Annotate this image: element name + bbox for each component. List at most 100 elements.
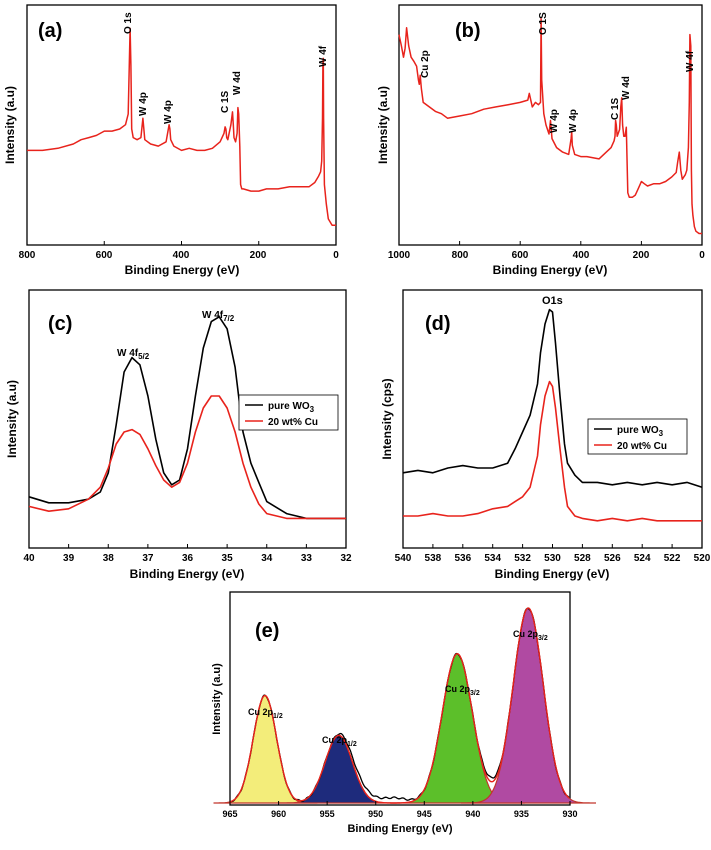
- panel-b-x-axis-label: Binding Energy (eV): [493, 263, 608, 277]
- panel-d-series-pure-wo3: [402, 308, 703, 488]
- peak-label-cu2p12: Cu 2p1/2: [248, 707, 283, 720]
- x-tick-label: 950: [368, 809, 383, 819]
- panel-b-y-axis-label: Intensity (a.u): [376, 86, 390, 164]
- x-tick-label: 930: [562, 809, 577, 819]
- panel-b-frame: [398, 4, 703, 246]
- x-tick-label: 200: [633, 250, 650, 261]
- peak-label-main: Cu 2p: [513, 629, 539, 639]
- x-tick-label: 35: [222, 553, 234, 564]
- panel-e-peak-labels: Cu 2p1/2 Cu 2p1/2 Cu 2p3/2 Cu 2p3/2: [248, 629, 548, 748]
- panel-c-peak-label-w4f72: W 4f7/2: [202, 310, 235, 323]
- panel-c-x-axis-label: Binding Energy (eV): [130, 567, 245, 581]
- legend-label-main: pure WO: [268, 401, 310, 412]
- x-tick-label: 400: [573, 250, 590, 261]
- panel-b-x-tick-labels: 1000 800 600 400 200 0: [388, 250, 705, 261]
- x-tick-label: 935: [514, 809, 529, 819]
- x-tick-label: 536: [454, 553, 471, 564]
- panel-b: (b) 1000 800 600 400 200 0 Binding Energ…: [376, 4, 705, 277]
- panel-d-legend: pure WO3 20 wt% Cu: [587, 418, 688, 455]
- x-tick-label: 600: [96, 250, 113, 261]
- panel-e-y-axis-label: Intensity (a.u): [211, 663, 223, 735]
- panel-b-tick-marks: [398, 241, 703, 245]
- x-tick-label: 528: [574, 553, 591, 564]
- x-tick-label: 800: [19, 250, 36, 261]
- x-tick-label: 39: [63, 553, 75, 564]
- panel-d-x-tick-labels: 540 538 536 534 532 530 528 526 524 522 …: [395, 553, 711, 564]
- peak-label-cu2p32: Cu 2p3/2: [445, 684, 480, 697]
- legend-label-20wt-cu: 20 wt% Cu: [268, 417, 318, 428]
- panel-e-label: (e): [255, 620, 279, 642]
- peak-label-subscript: 1/2: [273, 713, 283, 720]
- panel-d-peak-label-o1s: O1s: [542, 295, 563, 307]
- x-tick-label: 38: [103, 553, 115, 564]
- x-tick-label: 200: [250, 250, 267, 261]
- panel-b-peak-labels: Cu 2p O 1S W 4p W 4p C 1S W 4d W 4f: [420, 12, 696, 133]
- x-tick-label: 534: [484, 553, 501, 564]
- fitted-peak-area: [278, 734, 400, 804]
- panel-e-x-axis-label: Binding Energy (eV): [347, 823, 452, 835]
- panel-a-spectrum-line: [27, 27, 336, 227]
- x-tick-label: 37: [142, 553, 154, 564]
- x-tick-label: 0: [699, 250, 705, 261]
- peak-label-c1s: C 1S: [610, 97, 621, 120]
- panel-a-frame: [26, 4, 337, 246]
- x-tick-label: 940: [465, 809, 480, 819]
- x-tick-label: 33: [301, 553, 313, 564]
- peak-label-main: W 4f: [117, 348, 139, 359]
- x-tick-label: 965: [222, 809, 237, 819]
- panel-e: (e) 965 960 955 950 945 940 935 930 Bind…: [211, 591, 596, 835]
- panel-b-spectrum-line: [398, 18, 702, 235]
- x-tick-label: 945: [417, 809, 432, 819]
- panel-d: (d) 540 538 536 534 532 530 528 526 524 …: [380, 289, 711, 581]
- panel-e-x-tick-labels: 965 960 955 950 945 940 935 930: [222, 809, 577, 819]
- peak-label-w4p: W 4p: [568, 109, 579, 133]
- peak-label-cu2p12: Cu 2p1/2: [322, 735, 357, 748]
- panel-a-label: (a): [38, 20, 62, 42]
- panel-c-x-tick-labels: 40 39 38 37 36 35 34 33 32: [23, 553, 352, 564]
- legend-label-20wt-cu: 20 wt% Cu: [617, 441, 667, 452]
- peak-label-subscript: 3/2: [538, 635, 548, 642]
- x-tick-label: 40: [23, 553, 35, 564]
- panel-a-peak-labels: O 1s W 4p W 4p C 1S W 4d W 4f: [123, 12, 329, 124]
- peak-label-c1s: C 1S: [220, 90, 231, 113]
- panel-b-label: (b): [455, 20, 481, 42]
- x-tick-label: 36: [182, 553, 194, 564]
- peak-label-subscript: 7/2: [223, 314, 235, 323]
- panel-d-series-20wt-cu: [403, 380, 702, 522]
- legend-box: [587, 418, 688, 455]
- peak-label-w4d: W 4d: [621, 76, 632, 100]
- peak-label-cu2p32: Cu 2p3/2: [513, 629, 548, 642]
- panel-c-y-axis-label: Intensity (a.u): [5, 380, 19, 458]
- peak-label-subscript: 1/2: [347, 741, 357, 748]
- panel-c-peak-label-w4f52: W 4f5/2: [117, 348, 150, 361]
- peak-label-main: Cu 2p: [248, 707, 274, 717]
- panel-e-fit-envelope: [229, 607, 570, 804]
- x-tick-label: 800: [452, 250, 469, 261]
- peak-label-main: W 4f: [202, 310, 224, 321]
- panel-d-tick-marks: [402, 544, 703, 548]
- peak-label-o1s: O 1S: [538, 12, 549, 35]
- peak-label-w4f: W 4f: [318, 45, 329, 67]
- legend-label-pure-wo3: pure WO3: [617, 425, 664, 438]
- x-tick-label: 1000: [388, 250, 411, 261]
- x-tick-label: 34: [261, 553, 273, 564]
- peak-label-w4f: W 4f: [685, 50, 696, 72]
- peak-label-w4p: W 4p: [138, 92, 149, 116]
- peak-label-w4d: W 4d: [232, 71, 243, 95]
- panel-e-frame: [229, 591, 571, 806]
- legend-label-pure-wo3: pure WO3: [268, 401, 315, 414]
- panel-c-tick-marks: [28, 544, 347, 548]
- panel-c: (c) 40 39 38 37 36 35 34 33 32 Binding E…: [5, 289, 352, 581]
- peak-label-w4p: W 4p: [549, 109, 560, 133]
- x-tick-label: 532: [514, 553, 531, 564]
- panel-a-tick-marks: [26, 241, 337, 245]
- panel-c-series-20wt-cu: [28, 395, 346, 520]
- panel-c-label: (c): [48, 313, 72, 335]
- panel-e-tick-marks: [229, 801, 571, 805]
- x-tick-label: 522: [664, 553, 681, 564]
- x-tick-label: 524: [634, 553, 651, 564]
- x-tick-label: 32: [340, 553, 352, 564]
- peak-label-subscript: 3/2: [470, 690, 480, 697]
- x-tick-label: 540: [395, 553, 412, 564]
